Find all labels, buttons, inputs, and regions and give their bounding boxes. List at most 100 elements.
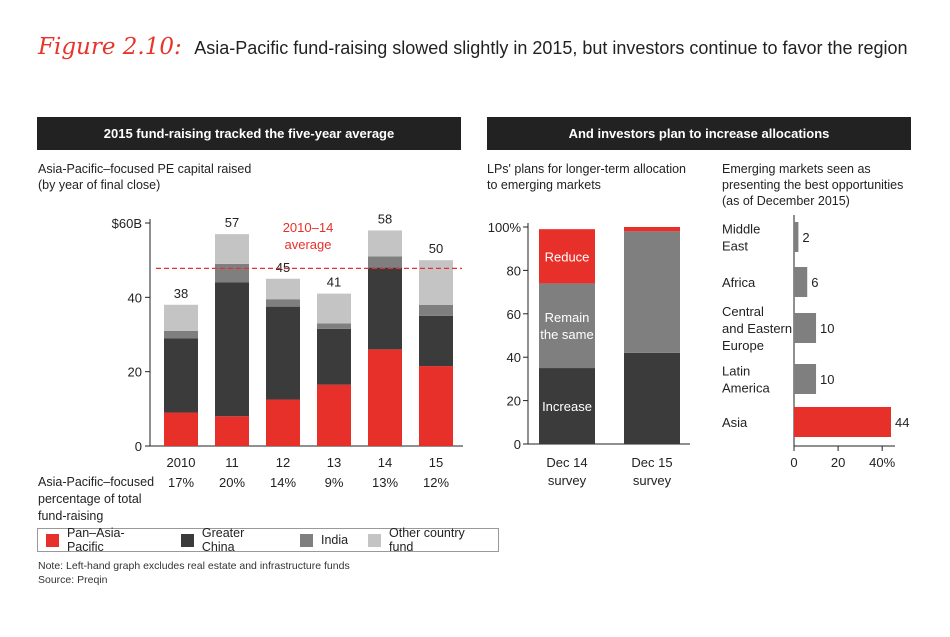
em-bar-value-label: 6 xyxy=(811,275,818,290)
em-category-label: and Eastern xyxy=(722,321,792,336)
lp-y-tick-label: 80 xyxy=(507,263,521,278)
lp-bar-segment-reduce xyxy=(539,229,595,284)
em-bar-value-label: 2 xyxy=(802,230,809,245)
emerging-markets-bar-chart: 0 20 40% 2 Middle East 6 Africa 10 Central and Eas… xyxy=(722,215,909,470)
percentage-value: 14% xyxy=(270,475,296,490)
bar-segment-other-country-fund xyxy=(164,304,198,331)
bar-segment-pan-asia-pacific xyxy=(164,412,198,446)
lp-bar-segment-increase xyxy=(624,352,680,444)
em-subtitle-line1: Emerging markets seen as xyxy=(722,162,871,176)
em-x-tick-label: 0 xyxy=(790,455,797,470)
em-bar xyxy=(794,313,817,343)
percentage-label-line2: percentage of total xyxy=(38,492,142,506)
em-category-label: Asia xyxy=(722,415,748,430)
lp-x-tick-label-line1: Dec 14 xyxy=(546,455,587,470)
chart-legend: Pan–Asia-Pacific Greater China India Oth… xyxy=(37,526,499,554)
bar-segment-other-country-fund xyxy=(419,260,453,305)
lp-bar-segment-remain-the-same xyxy=(539,283,595,369)
lp-x-tick-label-line2: survey xyxy=(548,473,587,488)
percentage-label-line3: fund-raising xyxy=(38,509,104,523)
figure-heading: Asia-Pacific fund-raising slowed slightl… xyxy=(194,38,908,58)
legend-swatch-india xyxy=(299,533,313,547)
bar-total-label: 45 xyxy=(276,260,290,275)
left-subtitle: Asia-Pacific–focused PE capital raised (… xyxy=(38,161,251,193)
bar-segment-india xyxy=(419,304,453,316)
em-bar xyxy=(794,222,799,252)
x-tick-label: 13 xyxy=(327,455,341,470)
bar-segment-other-country-fund xyxy=(266,278,300,300)
em-category-label: Africa xyxy=(722,275,756,290)
bar-segment-other-country-fund xyxy=(368,230,402,257)
em-x-tick-label: 40% xyxy=(869,455,895,470)
average-label-line2: average xyxy=(285,237,332,252)
lp-bar-segment-reduce xyxy=(624,227,680,232)
em-subtitle-line2: presenting the best opportunities xyxy=(722,178,904,192)
lp-bar-segment-remain-the-same xyxy=(624,231,680,353)
percentage-value: 13% xyxy=(372,475,398,490)
bar-total-label: 58 xyxy=(378,211,392,226)
em-bar-value-label: 10 xyxy=(820,372,834,387)
legend-swatch-other xyxy=(368,533,382,547)
legend-item-india: India xyxy=(299,533,349,547)
left-panel-header: 2015 fund-raising tracked the five-year … xyxy=(37,117,461,150)
legend-item-pan: Pan–Asia-Pacific xyxy=(46,526,161,554)
bar-segment-greater-china xyxy=(164,338,198,413)
legend-item-other: Other country fund xyxy=(368,526,492,554)
figure-label: Figure 2.10: xyxy=(38,34,182,60)
percentage-value: 17% xyxy=(168,475,194,490)
em-category-label: East xyxy=(722,239,748,254)
lp-y-tick-label: 60 xyxy=(507,307,521,322)
bar-segment-greater-china xyxy=(419,315,453,367)
em-category-label: Latin xyxy=(722,364,750,379)
percentage-value: 20% xyxy=(219,475,245,490)
average-label-line1: 2010–14 xyxy=(283,220,334,235)
percentage-value: 9% xyxy=(325,475,344,490)
lp-y-tick-label: 100% xyxy=(488,220,522,235)
lp-segment-label: the same xyxy=(540,327,593,342)
em-x-tick-label: 20 xyxy=(831,455,845,470)
legend-label-china: Greater China xyxy=(201,526,245,554)
em-bar xyxy=(794,267,808,297)
bar-segment-pan-asia-pacific xyxy=(215,416,249,446)
left-subtitle-line2: (by year of final close) xyxy=(38,178,161,192)
lp-segment-label: Remain xyxy=(545,310,590,325)
em-bar-value-label: 10 xyxy=(820,321,834,336)
lp-y-tick-label: 20 xyxy=(507,394,521,409)
bar-total-label: 38 xyxy=(174,286,188,301)
chart-note: Note: Left-hand graph excludes real esta… xyxy=(38,560,350,572)
legend-label-india: India xyxy=(320,533,349,547)
legend-label-other: Other country fund xyxy=(389,526,465,554)
bar-segment-other-country-fund xyxy=(317,293,351,324)
em-subtitle: Emerging markets seen as presenting the … xyxy=(722,161,903,209)
legend-label-pan: Pan–Asia-Pacific xyxy=(66,526,125,554)
bar-total-label: 57 xyxy=(225,215,239,230)
lp-segment-label: Increase xyxy=(542,399,592,414)
x-tick-label: 15 xyxy=(429,455,443,470)
bar-segment-pan-asia-pacific xyxy=(266,399,300,446)
bar-segment-pan-asia-pacific xyxy=(368,349,402,446)
percentage-value: 12% xyxy=(423,475,449,490)
em-subtitle-line3: (as of December 2015) xyxy=(722,194,850,208)
legend-swatch-pan xyxy=(46,533,59,547)
bar-segment-greater-china xyxy=(215,282,249,417)
bar-segment-greater-china xyxy=(368,267,402,350)
y-tick-label: $60B xyxy=(112,216,142,231)
lp-segment-label: Reduce xyxy=(545,249,590,264)
em-category-label: Middle xyxy=(722,222,760,237)
bar-segment-india xyxy=(164,330,198,339)
em-category-label: America xyxy=(722,381,770,396)
bar-total-label: 41 xyxy=(327,275,341,290)
bar-total-label: 50 xyxy=(429,241,443,256)
em-category-label: Europe xyxy=(722,338,764,353)
bar-segment-india xyxy=(215,263,249,283)
lp-bar-segment-increase xyxy=(539,368,595,444)
x-tick-label: 14 xyxy=(378,455,392,470)
lp-x-tick-label-line1: Dec 15 xyxy=(631,455,672,470)
bar-segment-india xyxy=(368,256,402,268)
left-subtitle-line1: Asia-Pacific–focused PE capital raised xyxy=(38,162,252,176)
bar-segment-pan-asia-pacific xyxy=(419,366,453,446)
y-tick-label: 20 xyxy=(128,365,142,380)
bar-segment-india xyxy=(317,323,351,329)
percentage-label-line1: Asia-Pacific–focused xyxy=(38,475,155,489)
